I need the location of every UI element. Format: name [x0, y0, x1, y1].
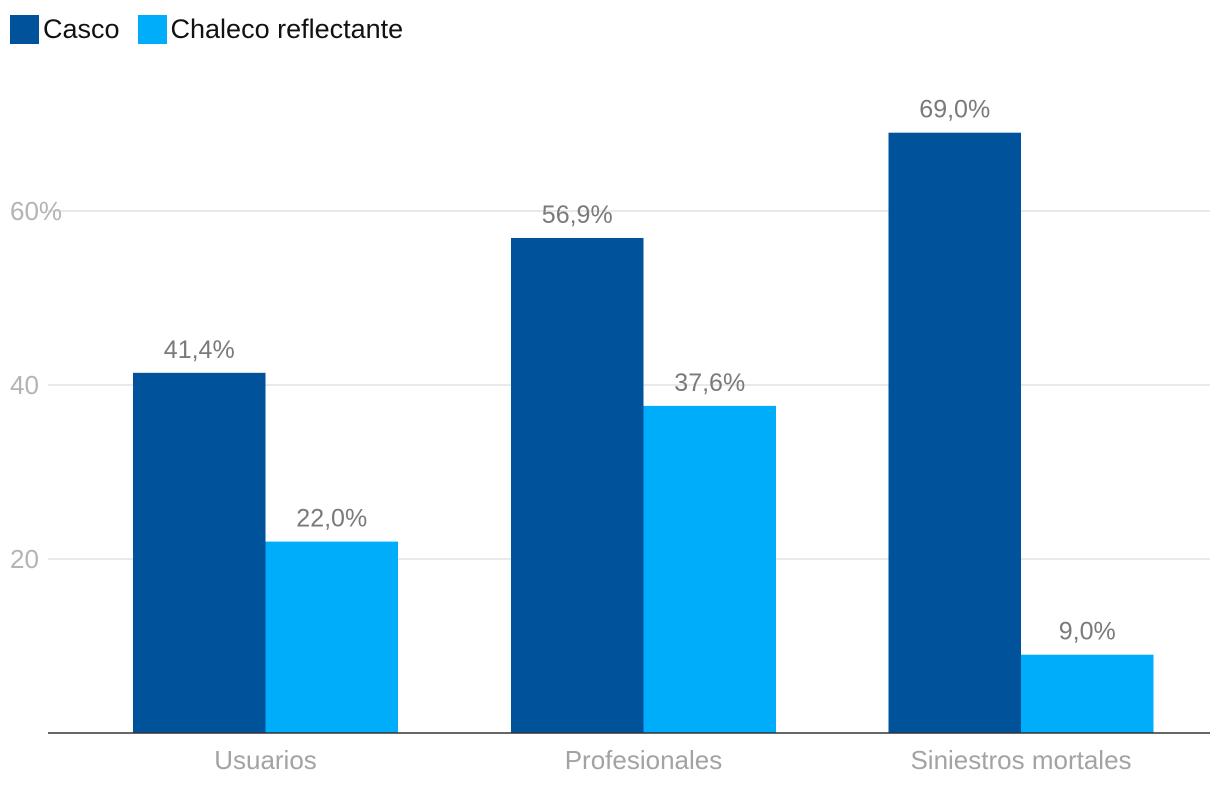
labels: 20 40 60% 41,4% 56,9% 69,0% 22,0% 37,6% 9,0% Usua…: [10, 96, 1132, 775]
data-label-casco-1: 56,9%: [542, 201, 613, 229]
category-label-1: Profesionales: [565, 745, 723, 775]
bars: [133, 132, 1154, 733]
data-label-chaleco-1: 37,6%: [674, 369, 745, 397]
y-tick-label-60: 60%: [10, 196, 62, 226]
data-label-chaleco-2: 9,0%: [1059, 618, 1116, 646]
bar-casco-1: [511, 237, 644, 733]
bar-casco-2: [888, 132, 1021, 733]
bar-chaleco-0: [265, 541, 398, 733]
data-label-chaleco-0: 22,0%: [296, 505, 367, 533]
legend-swatch-casco: [10, 15, 39, 44]
legend-label-casco: Casco: [43, 14, 120, 44]
bar-chaleco-1: [643, 405, 776, 733]
chart-legend: Casco Chaleco reflectante: [10, 14, 403, 45]
category-label-2: Siniestros mortales: [910, 745, 1131, 775]
y-tick-label-40: 40: [10, 370, 39, 400]
y-tick-label-20: 20: [10, 544, 39, 574]
bar-casco-0: [133, 372, 266, 733]
legend-swatch-chaleco: [137, 15, 167, 44]
data-label-casco-0: 41,4%: [164, 336, 235, 364]
data-label-casco-2: 69,0%: [919, 96, 990, 124]
legend-label-chaleco: Chaleco reflectante: [170, 14, 404, 44]
legend-item-chaleco: Chaleco reflectante: [137, 14, 404, 45]
legend-item-casco: Casco: [10, 14, 120, 45]
category-label-0: Usuarios: [214, 745, 317, 775]
bar-chaleco-2: [1021, 654, 1154, 733]
